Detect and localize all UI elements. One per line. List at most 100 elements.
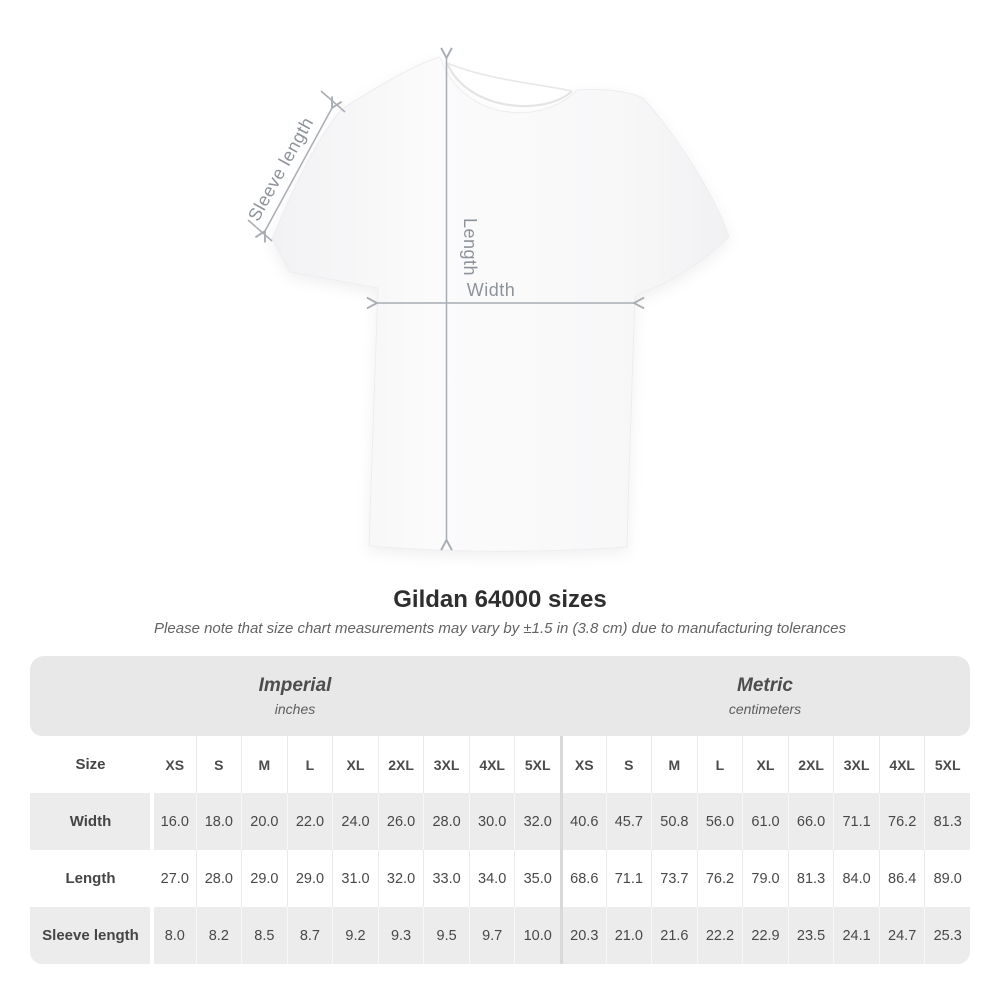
value-cell-metric: 24.1 — [833, 907, 879, 964]
size-cell-imperial: XL — [332, 736, 378, 793]
value-cell-metric: 71.1 — [605, 850, 652, 907]
value-cell-metric: 25.3 — [924, 907, 970, 964]
value-cell-imperial: 16.0 — [150, 793, 196, 850]
metric-header: Metric centimeters — [560, 656, 970, 736]
value-cell-metric: 40.6 — [560, 793, 606, 850]
size-cell-metric: XS — [560, 736, 606, 793]
value-cell-metric: 22.9 — [742, 907, 788, 964]
value-cell-imperial: 10.0 — [514, 907, 560, 964]
value-cell-metric: 86.4 — [878, 850, 925, 907]
row-label: Length — [65, 870, 116, 887]
value-cell-metric: 89.0 — [924, 850, 970, 907]
value-cell-metric: 56.0 — [696, 793, 743, 850]
value-cell-metric: 61.0 — [742, 793, 788, 850]
size-cell-imperial: 5XL — [514, 736, 560, 793]
value-cell-metric: 76.2 — [878, 793, 925, 850]
size-cell-imperial: 2XL — [377, 736, 424, 793]
page-title: Gildan 64000 sizes — [393, 586, 607, 613]
value-cell-imperial: 8.2 — [195, 907, 242, 964]
value-cell-imperial: 28.0 — [195, 850, 242, 907]
size-table: Imperial inches Metric centimeters Size X… — [30, 656, 970, 964]
value-cell-imperial: 35.0 — [514, 850, 560, 907]
value-cell-imperial: 24.0 — [332, 793, 378, 850]
size-cell-imperial: XS — [150, 736, 196, 793]
measurement-row: Length 27.0 28.0 29.0 29.0 31.0 32.0 33.0 34.0 35… — [30, 850, 970, 907]
value-cell-metric: 81.3 — [787, 850, 834, 907]
value-cell-imperial: 9.5 — [423, 907, 469, 964]
size-cell-metric: M — [651, 736, 697, 793]
value-cell-metric: 50.8 — [651, 793, 697, 850]
measurement-row: Width 16.0 18.0 20.0 22.0 24.0 26.0 28.0 30.0 32.… — [30, 793, 970, 850]
value-cell-imperial: 29.0 — [286, 850, 333, 907]
value-cell-metric: 24.7 — [878, 907, 925, 964]
value-cell-imperial: 33.0 — [423, 850, 469, 907]
value-cell-imperial: 28.0 — [423, 793, 469, 850]
value-cell-imperial: 18.0 — [195, 793, 242, 850]
value-cell-imperial: 22.0 — [286, 793, 333, 850]
value-cell-metric: 68.6 — [560, 850, 606, 907]
size-cell-metric: 3XL — [833, 736, 879, 793]
size-cell-metric: L — [696, 736, 743, 793]
value-cell-imperial: 9.3 — [377, 907, 424, 964]
size-cell-metric: S — [605, 736, 652, 793]
value-cell-imperial: 32.0 — [377, 850, 424, 907]
sleeve-length-measure — [247, 90, 346, 243]
size-cell-metric: 4XL — [878, 736, 925, 793]
value-cell-imperial: 9.2 — [332, 907, 378, 964]
width-label: Width — [467, 280, 516, 300]
value-cell-metric: 66.0 — [787, 793, 834, 850]
sleeve-length-arrow — [254, 96, 343, 243]
value-cell-imperial: 20.0 — [241, 793, 287, 850]
size-cell-imperial: 4XL — [468, 736, 515, 793]
metric-title: Metric — [737, 675, 793, 696]
unit-header-band: Imperial inches Metric centimeters — [30, 656, 970, 736]
size-cell-imperial: S — [195, 736, 242, 793]
length-label: Length — [460, 218, 480, 276]
metric-unit: centimeters — [728, 701, 802, 717]
value-cell-metric: 73.7 — [651, 850, 697, 907]
row-label: Sleeve length — [42, 927, 139, 944]
value-cell-metric: 20.3 — [560, 907, 606, 964]
value-cell-metric: 84.0 — [833, 850, 879, 907]
sleeve-length-tick-bottom — [247, 219, 273, 242]
value-cell-imperial: 26.0 — [377, 793, 424, 850]
table-rows: Size XS S M L XL 2XL 3XL 4XL 5XL XS S M L XL 2XL 3XL 4XL 5… — [30, 736, 970, 964]
value-cell-imperial: 8.5 — [241, 907, 287, 964]
value-cell-metric: 76.2 — [696, 850, 743, 907]
value-cell-imperial: 9.7 — [468, 907, 515, 964]
measurement-row: Sleeve length 8.0 8.2 8.5 8.7 9.2 9.3 9.5 9.7 10.… — [30, 907, 970, 964]
value-cell-metric: 23.5 — [787, 907, 834, 964]
value-cell-imperial: 34.0 — [468, 850, 515, 907]
row-label: Width — [69, 813, 112, 830]
size-cell-metric: 2XL — [787, 736, 834, 793]
size-cell-imperial: 3XL — [423, 736, 469, 793]
value-cell-metric: 21.0 — [605, 907, 652, 964]
size-cell-imperial: L — [286, 736, 333, 793]
value-cell-imperial: 8.7 — [286, 907, 333, 964]
value-cell-imperial: 8.0 — [150, 907, 196, 964]
size-cell-metric: XL — [742, 736, 788, 793]
imperial-title: Imperial — [258, 675, 332, 696]
tshirt-diagram-svg: Sleeve length Length Width — [244, 47, 730, 552]
value-cell-metric: 45.7 — [605, 793, 652, 850]
sleeve-length-tick-top — [320, 90, 346, 113]
tolerance-note: Please note that size chart measurements… — [154, 620, 846, 637]
tshirt-illustration — [271, 56, 730, 552]
value-cell-metric: 22.2 — [696, 907, 743, 964]
value-cell-imperial: 32.0 — [514, 793, 560, 850]
value-cell-imperial: 27.0 — [150, 850, 196, 907]
imperial-header: Imperial inches — [30, 656, 560, 736]
value-cell-imperial: 31.0 — [332, 850, 378, 907]
size-column-header: Size — [75, 756, 106, 773]
size-cell-imperial: M — [241, 736, 287, 793]
size-row: Size XS S M L XL 2XL 3XL 4XL 5XL XS S M L XL 2XL 3XL 4XL 5… — [30, 736, 970, 793]
value-cell-metric: 81.3 — [924, 793, 970, 850]
imperial-unit: inches — [274, 701, 316, 717]
tshirt-measurement-diagram: Sleeve length Length Width — [244, 47, 730, 552]
value-cell-metric: 71.1 — [833, 793, 879, 850]
value-cell-imperial: 29.0 — [241, 850, 287, 907]
value-cell-imperial: 30.0 — [468, 793, 515, 850]
value-cell-metric: 21.6 — [651, 907, 697, 964]
size-cell-metric: 5XL — [924, 736, 970, 793]
value-cell-metric: 79.0 — [742, 850, 788, 907]
